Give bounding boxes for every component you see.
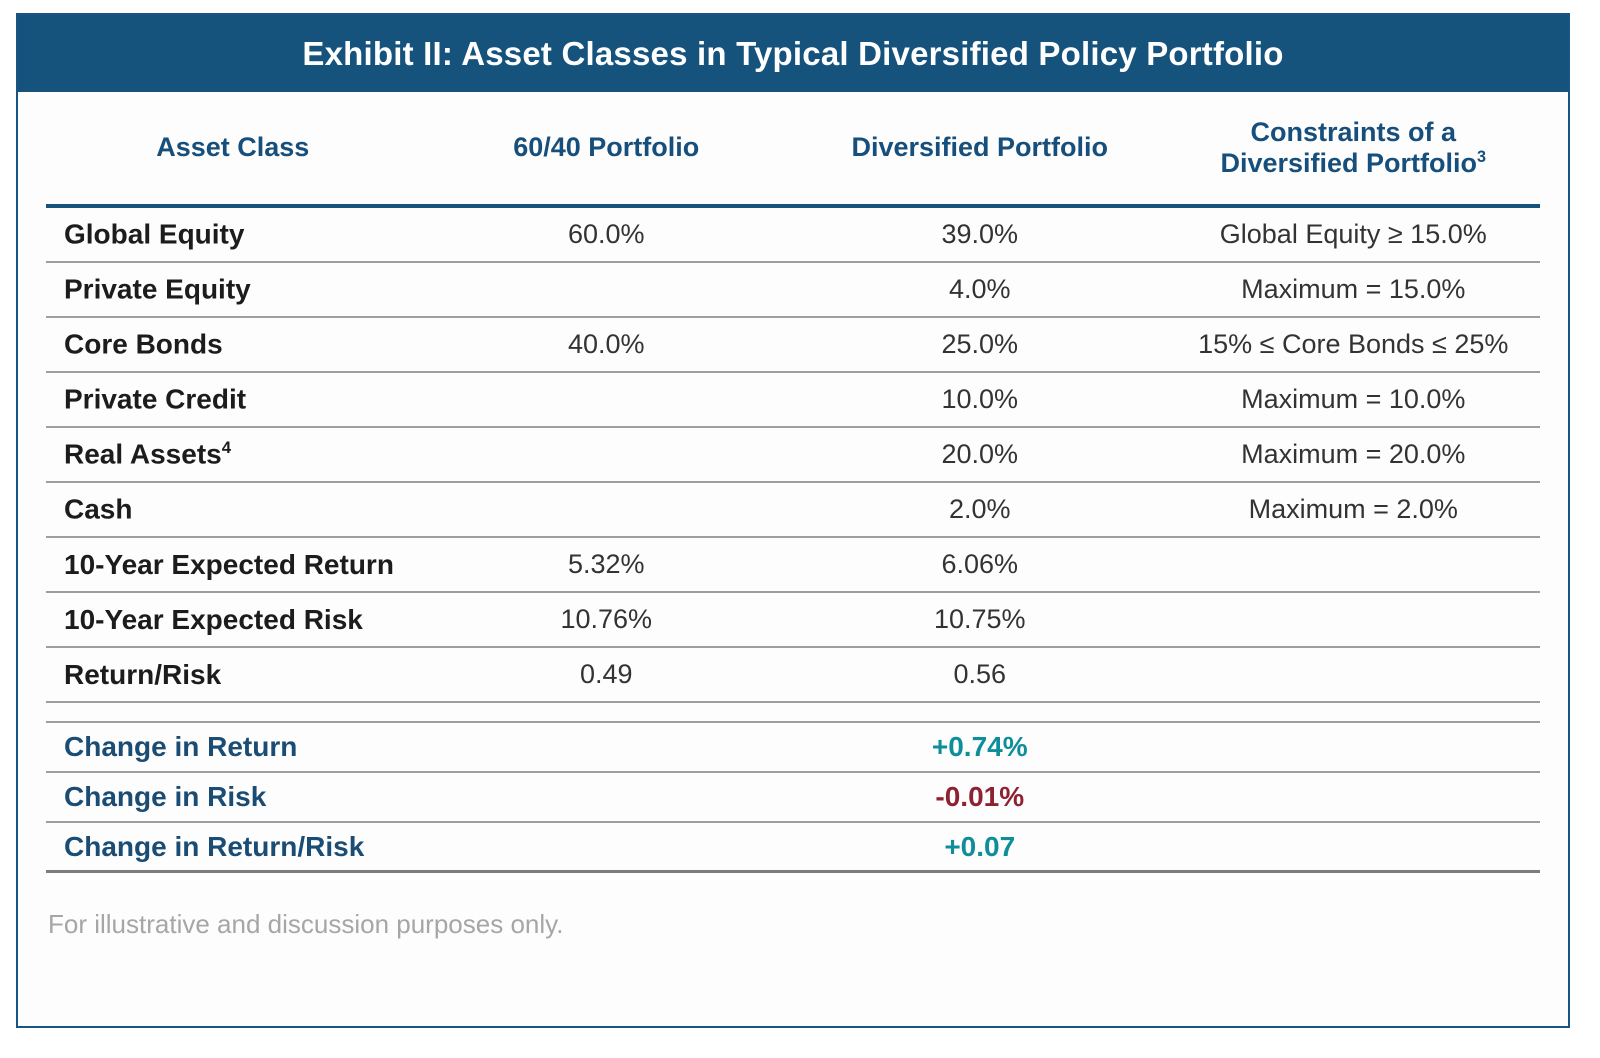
table-row-cash: Cash 2.0% Maximum = 2.0%	[46, 483, 1540, 538]
asset-label-cell: Global Equity	[64, 218, 245, 250]
asset-label-cell: Private Equity	[64, 273, 251, 305]
exhibit-panel: Exhibit II: Asset Classes in Typical Div…	[16, 13, 1570, 1028]
change-label-cell: Change in Return/Risk	[64, 830, 365, 862]
column-header-6040-portfolio: 60/40 Portfolio	[513, 132, 700, 163]
exhibit-table: Asset Class 60/40 Portfolio Diversified …	[46, 92, 1540, 873]
change-label-cell: Change in Return	[64, 731, 298, 762]
value-6040-cell: 0.49	[579, 659, 633, 689]
constraint-cell: Maximum = 15.0%	[1241, 274, 1466, 304]
table-spacer-row	[46, 703, 1540, 723]
asset-label-cell: Real Assets4	[64, 438, 232, 470]
value-diversified-cell: 20.0%	[941, 439, 1019, 469]
footnote-text: For illustrative and discussion purposes…	[48, 909, 564, 939]
value-diversified-cell: 10.0%	[941, 384, 1019, 414]
change-value-cell: +0.07	[944, 830, 1016, 862]
value-diversified-cell: 6.06%	[941, 549, 1019, 579]
table-row-private-credit: Private Credit 10.0% Maximum = 10.0%	[46, 373, 1540, 428]
change-label-cell: Change in Risk	[64, 781, 267, 812]
footnote-marker-3: 3	[1477, 148, 1487, 166]
stat-label-cell: Return/Risk	[64, 658, 222, 690]
asset-label-cell: Core Bonds	[64, 328, 223, 360]
value-diversified-cell: 10.75%	[933, 604, 1026, 634]
value-6040-cell: 5.32%	[567, 549, 645, 579]
value-diversified-cell: 2.0%	[948, 494, 1011, 524]
table-row-return-risk: Return/Risk 0.49 0.56	[46, 648, 1540, 703]
table-row-expected-return: 10-Year Expected Return 5.32% 6.06%	[46, 538, 1540, 593]
column-header-asset-class: Asset Class	[156, 132, 310, 163]
change-value-cell: +0.74%	[931, 731, 1028, 762]
asset-label-cell: Private Credit	[64, 383, 247, 415]
table-row-change-in-return-risk: Change in Return/Risk +0.07	[46, 823, 1540, 873]
constraint-cell: Global Equity ≥ 15.0%	[1219, 219, 1487, 249]
footnote-marker-4: 4	[221, 438, 232, 458]
table-row-global-equity: Global Equity 60.0% 39.0% Global Equity …	[46, 208, 1540, 263]
constraint-cell: Maximum = 20.0%	[1241, 439, 1466, 469]
table-row-expected-risk: 10-Year Expected Risk 10.76% 10.75%	[46, 593, 1540, 648]
table-row-change-in-risk: Change in Risk -0.01%	[46, 773, 1540, 823]
value-6040-cell: 60.0%	[567, 219, 645, 249]
table-row-core-bonds: Core Bonds 40.0% 25.0% 15% ≤ Core Bonds …	[46, 318, 1540, 373]
value-diversified-cell: 0.56	[953, 659, 1007, 689]
value-diversified-cell: 4.0%	[948, 274, 1011, 304]
table-row-real-assets: Real Assets4 20.0% Maximum = 20.0%	[46, 428, 1540, 483]
table-header-row: Asset Class 60/40 Portfolio Diversified …	[46, 92, 1540, 208]
value-6040-cell: 40.0%	[567, 329, 645, 359]
asset-label-cell: Cash	[64, 493, 133, 525]
constraint-cell: Maximum = 2.0%	[1248, 494, 1458, 524]
stat-label-cell: 10-Year Expected Risk	[64, 603, 363, 635]
value-6040-cell: 10.76%	[560, 604, 653, 634]
column-header-constraints-line2: Diversified Portfolio3	[1220, 148, 1487, 178]
column-header-diversified-portfolio: Diversified Portfolio	[851, 132, 1109, 163]
change-value-cell: -0.01%	[935, 781, 1025, 812]
exhibit-title: Exhibit II: Asset Classes in Typical Div…	[302, 34, 1284, 72]
value-diversified-cell: 25.0%	[941, 329, 1019, 359]
table-row-private-equity: Private Equity 4.0% Maximum = 15.0%	[46, 263, 1540, 318]
column-header-constraints-line1: Constraints of a	[1250, 116, 1457, 147]
column-header-constraints: Constraints of a Diversified Portfolio3	[1167, 117, 1541, 179]
constraint-cell: Maximum = 10.0%	[1241, 384, 1466, 414]
stat-label-cell: 10-Year Expected Return	[64, 548, 394, 580]
constraint-cell: 15% ≤ Core Bonds ≤ 25%	[1198, 329, 1509, 359]
exhibit-title-band: Exhibit II: Asset Classes in Typical Div…	[18, 15, 1568, 92]
value-diversified-cell: 39.0%	[941, 219, 1019, 249]
table-row-change-in-return: Change in Return +0.74%	[46, 723, 1540, 773]
